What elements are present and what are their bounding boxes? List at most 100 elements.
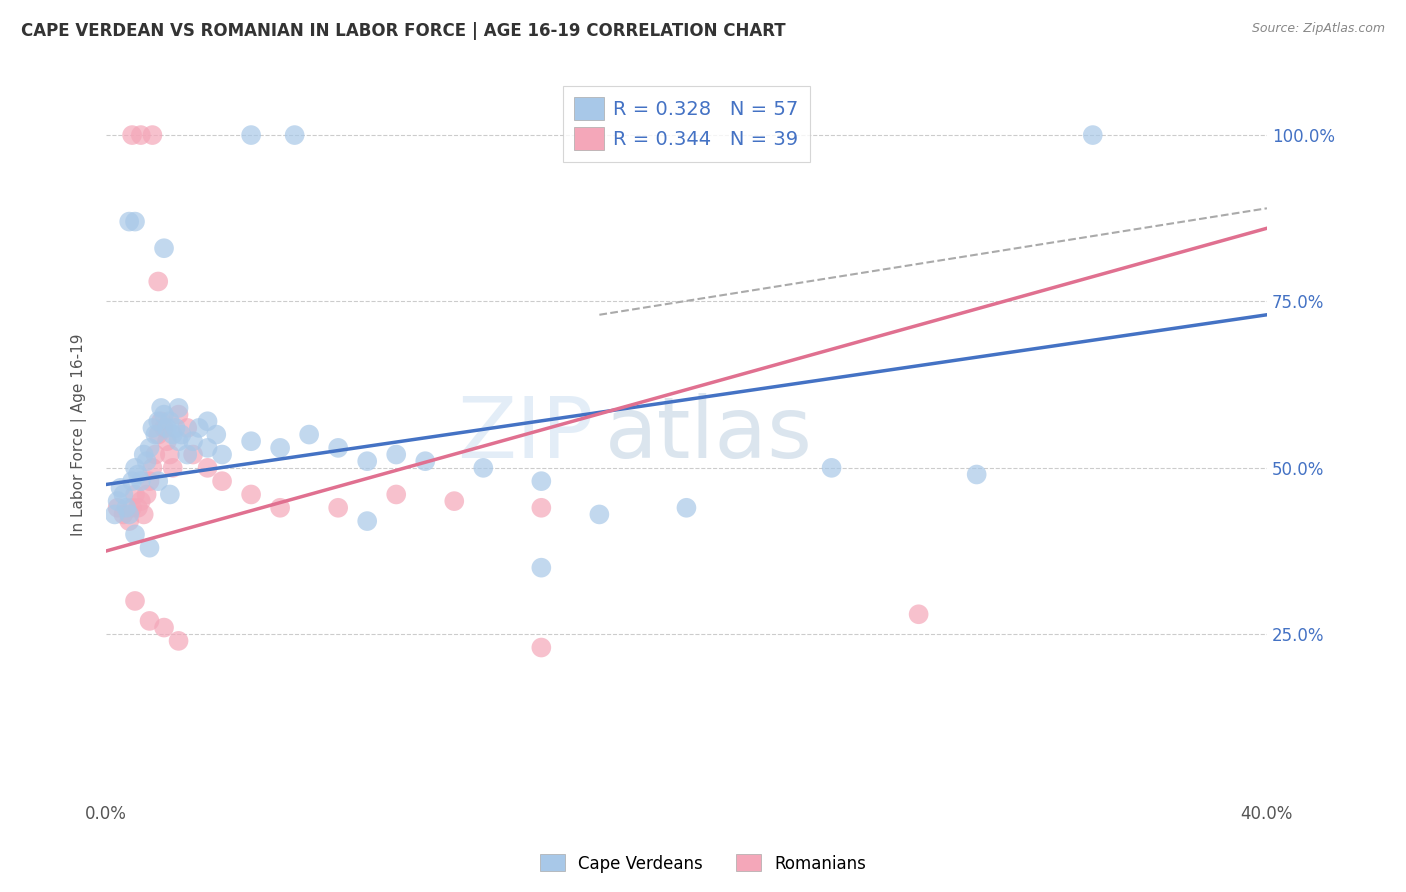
Point <box>132 448 155 462</box>
Point <box>153 621 176 635</box>
Point <box>385 487 408 501</box>
Point <box>141 128 163 142</box>
Point <box>176 421 198 435</box>
Point <box>121 128 143 142</box>
Point <box>385 448 408 462</box>
Point <box>472 460 495 475</box>
Point <box>143 448 166 462</box>
Point <box>141 460 163 475</box>
Point <box>129 128 152 142</box>
Point <box>135 454 157 468</box>
Point <box>148 275 170 289</box>
Point <box>107 494 129 508</box>
Point <box>138 474 160 488</box>
Point <box>284 128 307 142</box>
Point <box>159 487 181 501</box>
Point <box>675 500 697 515</box>
Point <box>298 427 321 442</box>
Point <box>176 448 198 462</box>
Point <box>148 427 170 442</box>
Point <box>104 508 127 522</box>
Point <box>162 460 184 475</box>
Point <box>205 427 228 442</box>
Point <box>124 527 146 541</box>
Point <box>328 441 350 455</box>
Point <box>413 454 436 468</box>
Point <box>153 408 176 422</box>
Point <box>170 427 193 442</box>
Point <box>135 487 157 501</box>
Point <box>530 640 553 655</box>
Point <box>159 414 181 428</box>
Point <box>167 408 190 422</box>
Point <box>148 474 170 488</box>
Point <box>167 401 190 415</box>
Point <box>966 467 988 482</box>
Point <box>129 494 152 508</box>
Point <box>143 427 166 442</box>
Point <box>124 214 146 228</box>
Point <box>181 434 204 449</box>
Point <box>118 514 141 528</box>
Point <box>138 614 160 628</box>
Point <box>197 460 219 475</box>
Point <box>167 633 190 648</box>
Point <box>356 514 378 528</box>
Point <box>153 421 176 435</box>
Point <box>156 421 179 435</box>
Point <box>138 541 160 555</box>
Point <box>124 460 146 475</box>
Point <box>588 508 610 522</box>
Point <box>167 434 190 449</box>
Point <box>127 467 149 482</box>
Point <box>112 487 135 501</box>
Point <box>443 494 465 508</box>
Y-axis label: In Labor Force | Age 16-19: In Labor Force | Age 16-19 <box>72 334 87 536</box>
Point <box>132 508 155 522</box>
Point <box>141 421 163 435</box>
Point <box>181 448 204 462</box>
Point <box>129 474 152 488</box>
Point <box>162 427 184 442</box>
Point <box>187 421 209 435</box>
Point <box>240 434 263 449</box>
Point <box>530 474 553 488</box>
Point <box>907 607 929 622</box>
Point <box>240 487 263 501</box>
Point <box>197 441 219 455</box>
Point <box>356 454 378 468</box>
Point <box>148 414 170 428</box>
Point <box>124 594 146 608</box>
Legend: R = 0.328   N = 57, R = 0.344   N = 39: R = 0.328 N = 57, R = 0.344 N = 39 <box>562 86 810 161</box>
Point <box>1372 647 1395 661</box>
Point <box>112 508 135 522</box>
Point <box>328 500 350 515</box>
Text: Source: ZipAtlas.com: Source: ZipAtlas.com <box>1251 22 1385 36</box>
Point <box>211 448 233 462</box>
Point <box>153 241 176 255</box>
Point <box>269 441 291 455</box>
Point <box>118 508 141 522</box>
Point <box>118 214 141 228</box>
Point <box>150 401 173 415</box>
Point <box>127 500 149 515</box>
Point <box>530 500 553 515</box>
Text: ZIP: ZIP <box>457 393 593 476</box>
Point <box>820 460 842 475</box>
Point <box>530 560 553 574</box>
Point <box>159 448 181 462</box>
Point <box>165 421 187 435</box>
Point <box>124 487 146 501</box>
Text: atlas: atlas <box>605 393 813 476</box>
Text: CAPE VERDEAN VS ROMANIAN IN LABOR FORCE | AGE 16-19 CORRELATION CHART: CAPE VERDEAN VS ROMANIAN IN LABOR FORCE … <box>21 22 786 40</box>
Point <box>107 500 129 515</box>
Point <box>121 474 143 488</box>
Legend: Cape Verdeans, Romanians: Cape Verdeans, Romanians <box>533 847 873 880</box>
Point <box>240 128 263 142</box>
Point <box>211 474 233 488</box>
Point <box>110 481 132 495</box>
Point <box>269 500 291 515</box>
Point <box>156 434 179 449</box>
Point <box>121 500 143 515</box>
Point <box>150 414 173 428</box>
